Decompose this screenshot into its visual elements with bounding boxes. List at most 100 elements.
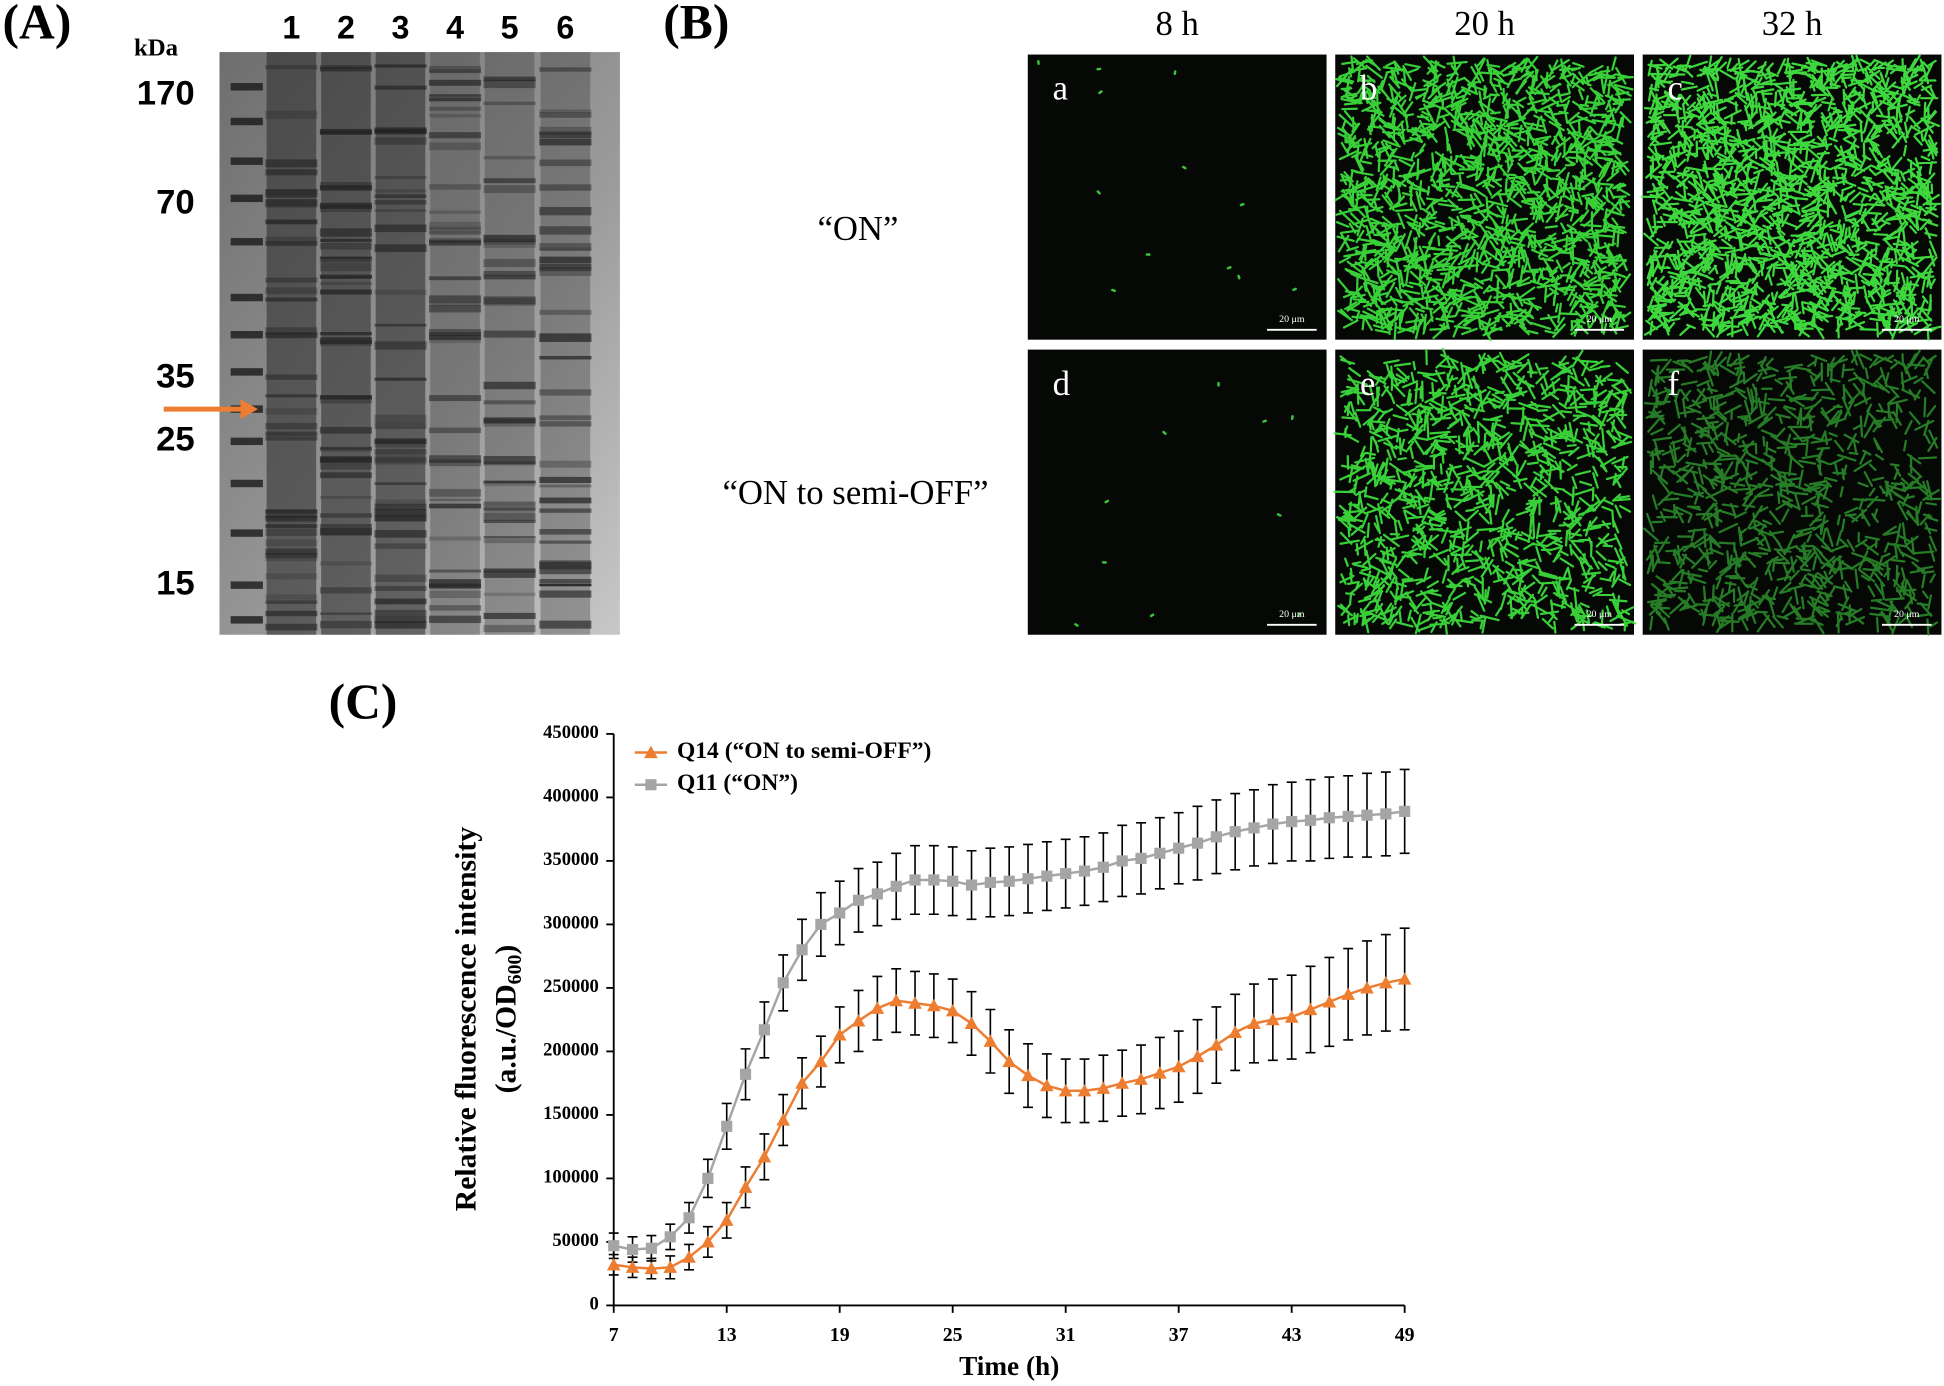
data-point: [645, 1242, 657, 1254]
gel-band: [374, 455, 427, 463]
gel-band: [429, 65, 482, 74]
micrograph: [1027, 349, 1327, 635]
gel-band: [483, 258, 536, 268]
gel-band: [429, 132, 482, 139]
gel-band: [265, 169, 318, 176]
gel-band: [319, 238, 372, 242]
data-point: [832, 1028, 847, 1041]
gel-band: [539, 389, 592, 396]
gel-band: [483, 612, 536, 619]
gel-band: [265, 509, 318, 514]
data-point: [1342, 810, 1354, 823]
gel-band: [374, 200, 427, 205]
gel-band: [374, 422, 427, 430]
y-tick-label: 300000: [543, 913, 599, 934]
x-tick-label: 19: [830, 1324, 850, 1346]
gel-band: [374, 543, 427, 549]
gel-band: [483, 274, 536, 280]
gel-band: [429, 590, 482, 599]
data-point: [1228, 1025, 1242, 1038]
image-letter: b: [1360, 69, 1377, 108]
gel-band: [265, 332, 318, 339]
x-tick-label: 49: [1395, 1324, 1415, 1346]
gel-band: [265, 539, 318, 547]
gel-band: [429, 79, 482, 86]
marker-band: [230, 117, 263, 126]
data-point: [721, 1120, 733, 1132]
gel-band: [319, 612, 372, 616]
x-tick-label: 7: [609, 1324, 619, 1346]
data-point: [795, 1076, 809, 1089]
x-tick-label: 13: [717, 1324, 737, 1346]
gel-lane: [430, 52, 480, 635]
gel-band: [265, 219, 318, 225]
gel-band: [374, 598, 427, 605]
cells: [1333, 347, 1637, 635]
gel-band: [429, 498, 482, 502]
data-point: [983, 1034, 998, 1047]
gel-band: [265, 204, 318, 208]
gel-band: [319, 495, 372, 499]
x-tick-label: 31: [1056, 1324, 1076, 1346]
gel-band: [539, 112, 592, 118]
y-tick-label: 350000: [543, 849, 599, 870]
gel-band: [539, 309, 592, 315]
lane-label: 3: [392, 9, 410, 45]
y-tick-label: 50000: [552, 1230, 598, 1251]
gel-band: [374, 129, 427, 133]
y-tick-label: 450000: [543, 722, 599, 743]
gel-band: [429, 295, 482, 304]
gel-band: [319, 457, 372, 463]
gel-band: [539, 562, 592, 570]
gel-band: [265, 236, 318, 245]
gel-band: [374, 499, 427, 505]
data-point: [1171, 1059, 1186, 1073]
gel-band: [539, 355, 592, 360]
data-point: [1040, 1078, 1054, 1092]
gel-band: [539, 508, 592, 513]
gel-band: [539, 226, 592, 235]
gel-band: [483, 418, 536, 424]
data-point: [945, 1003, 960, 1017]
gel-band: [319, 282, 372, 286]
data-point: [1116, 855, 1128, 867]
data-point: [1247, 1016, 1261, 1030]
data-point: [1267, 818, 1279, 830]
gel-band: [539, 263, 592, 270]
gel-band: [319, 447, 372, 452]
marker-label: 70: [156, 184, 195, 222]
image-letter: f: [1667, 364, 1679, 403]
gel-band: [265, 515, 318, 523]
marker-band: [230, 479, 263, 488]
lane-label: 4: [446, 9, 464, 45]
gel-band: [429, 210, 482, 214]
data-point: [1248, 822, 1260, 834]
gel-band: [539, 184, 592, 191]
marker-label: 170: [137, 75, 195, 113]
gel-lane: [540, 52, 591, 635]
gel-band: [483, 101, 536, 105]
gel-band: [319, 289, 372, 295]
data-point: [626, 1243, 639, 1256]
gel-band: [539, 247, 592, 251]
gel-band: [265, 600, 318, 604]
data-point: [1153, 1066, 1167, 1079]
gel-band: [539, 421, 592, 427]
gel-band: [539, 207, 592, 216]
data-point: [1060, 868, 1072, 880]
gel-band: [539, 67, 592, 72]
gel-band: [429, 113, 482, 118]
gel-band: [374, 85, 427, 90]
gel-band: [429, 488, 482, 497]
data-point: [608, 1240, 620, 1252]
marker-band: [230, 157, 263, 165]
data-point: [1303, 1002, 1318, 1016]
gel-band: [483, 270, 536, 277]
gel-band: [319, 462, 372, 470]
scale-bar-label: 20 μm: [1894, 314, 1920, 325]
gel-band: [265, 374, 318, 380]
gel-band: [483, 400, 536, 405]
data-point: [757, 1150, 772, 1163]
marker-band: [230, 529, 263, 537]
data-point: [965, 879, 978, 891]
